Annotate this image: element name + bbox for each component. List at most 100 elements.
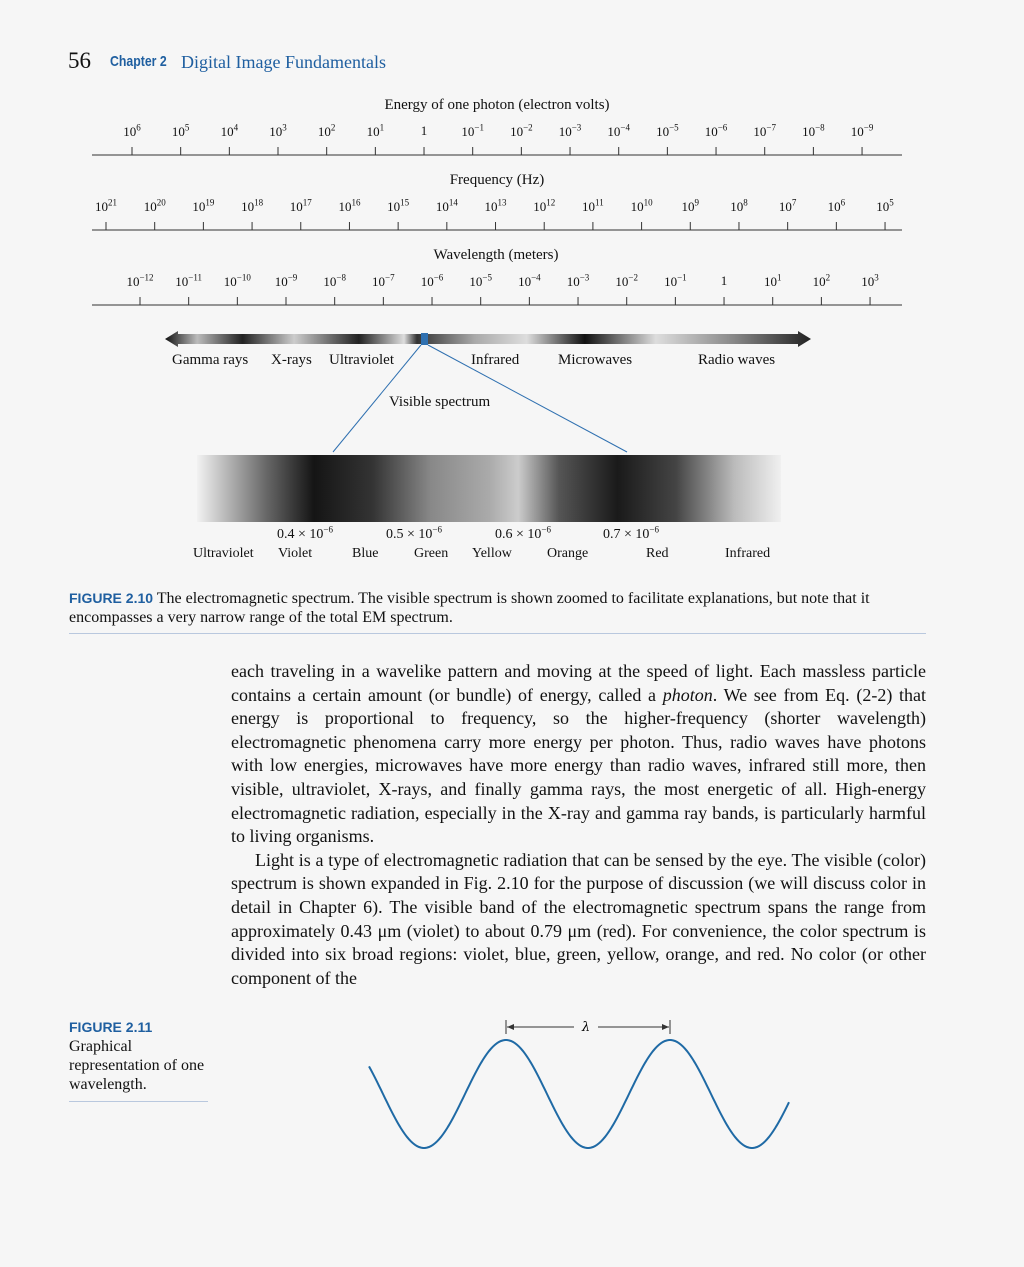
visible-wavelength-label: 0.4 × 10−6 <box>277 524 333 542</box>
figure-2-10-caption: FIGURE 2.10 The electromagnetic spectrum… <box>69 589 929 627</box>
body-text: each traveling in a wavelike pattern and… <box>231 660 926 990</box>
frequency-tick-label: 1019 <box>192 198 215 215</box>
energy-tick-label: 106 <box>123 123 141 140</box>
wavelength-title: Wavelength (meters) <box>433 247 559 263</box>
vis-violet: Violet <box>278 546 313 561</box>
spectrum-graphic <box>92 147 902 522</box>
vis-orange: Orange <box>547 546 589 561</box>
energy-tick-label: 10−4 <box>607 123 630 140</box>
frequency-tick-label: 1015 <box>387 198 410 215</box>
caption-rule <box>69 633 926 634</box>
energy-tick-label: 10−3 <box>558 123 582 140</box>
wavelength-tick-label: 10−12 <box>126 273 154 290</box>
paragraph-1: each traveling in a wavelike pattern and… <box>231 660 926 849</box>
vis-infrared: Infrared <box>725 546 771 561</box>
frequency-tick-label: 1020 <box>143 198 166 215</box>
vis-yellow: Yellow <box>472 546 512 561</box>
energy-tick-label: 10−5 <box>656 123 679 140</box>
figure-2-11-label: FIGURE 2.11 <box>69 1019 153 1035</box>
page-number: 56 <box>68 48 91 73</box>
figure-2-10-label: FIGURE 2.10 <box>69 590 154 606</box>
arrowhead-right <box>662 1024 669 1030</box>
sine-wave <box>368 1039 790 1149</box>
visible-spectrum-label: Visible spectrum <box>389 394 491 410</box>
energy-tick-label: 10−9 <box>850 123 874 140</box>
wavelength-tick-label: 10−1 <box>664 273 687 290</box>
energy-tick-label: 105 <box>171 123 190 140</box>
chapter-label: Chapter 2 <box>110 53 167 70</box>
zoom-line-left <box>332 344 422 453</box>
wavelength-tick-label: 103 <box>861 273 879 290</box>
figure-2-11-caption: FIGURE 2.11 Graphical representation of … <box>69 1018 209 1094</box>
energy-tick-label: 10−1 <box>461 123 484 140</box>
frequency-tick-label: 1010 <box>630 198 653 215</box>
band-ultraviolet: Ultraviolet <box>329 352 394 368</box>
energy-tick-label: 10−2 <box>510 123 533 140</box>
wavelength-tick-label: 10−8 <box>323 273 346 290</box>
figure-2-11-caption-text: Graphical representation of one waveleng… <box>69 1038 205 1093</box>
energy-tick-label: 10−8 <box>802 123 825 140</box>
frequency-tick-label: 109 <box>681 198 700 215</box>
frequency-tick-label: 105 <box>876 198 894 215</box>
frequency-tick-label: 108 <box>730 198 748 215</box>
chapter-title: Digital Image Fundamentals <box>181 52 386 72</box>
energy-tick-label: 104 <box>220 123 239 140</box>
p1-text-b: . We see from Eq. (2-2) that energy is p… <box>231 684 926 847</box>
energy-tick-label: 10−7 <box>753 123 776 140</box>
visible-wavelength-label: 0.5 × 10−6 <box>386 524 442 542</box>
p1-emphasis: photon <box>662 684 713 705</box>
figure-2-10-caption-text: The electromagnetic spectrum. The visibl… <box>69 590 870 626</box>
frequency-tick-label: 1012 <box>533 198 556 215</box>
frequency-tick-label: 1016 <box>338 198 361 215</box>
frequency-title: Frequency (Hz) <box>449 172 545 188</box>
paragraph-2: Light is a type of electromagnetic radia… <box>231 849 926 988</box>
vis-red: Red <box>646 546 669 561</box>
spectrum-arrow <box>165 331 811 347</box>
vis-ultraviolet: Ultraviolet <box>193 546 254 561</box>
wavelength-tick-label: 10−6 <box>420 273 444 290</box>
frequency-tick-label: 107 <box>778 198 797 215</box>
wavelength-tick-label: 10−7 <box>372 273 395 290</box>
visible-wavelength-label: 0.6 × 10−6 <box>495 524 551 542</box>
frequency-tick-label: 1014 <box>435 198 458 215</box>
lambda-label: λ <box>581 1020 590 1035</box>
frequency-tick-label: 1013 <box>484 198 507 215</box>
frequency-tick-label: 1018 <box>241 198 264 215</box>
visible-spectrum-bar <box>197 455 781 522</box>
wavelength-tick-label: 10−4 <box>518 273 541 290</box>
wavelength-tick-label: 10−3 <box>566 273 590 290</box>
wavelength-tick-label: 10−2 <box>615 273 638 290</box>
frequency-tick-label: 1017 <box>289 198 312 215</box>
band-gamma: Gamma rays <box>172 352 249 368</box>
energy-tick-label: 101 <box>366 123 385 140</box>
vis-blue: Blue <box>352 546 379 561</box>
wavelength-tick-label: 102 <box>812 273 831 290</box>
band-infrared: Infrared <box>471 352 520 368</box>
zoom-line-right <box>427 344 628 453</box>
figure-2-10: Energy of one photon (electron volts) 10… <box>92 97 902 561</box>
band-microwaves: Microwaves <box>558 352 633 368</box>
frequency-tick-label: 1021 <box>95 198 117 215</box>
wavelength-tick-label: 1 <box>720 273 728 288</box>
wavelength-tick-label: 10−10 <box>223 273 251 290</box>
energy-title: Energy of one photon (electron volts) <box>384 97 610 113</box>
frequency-tick-label: 1011 <box>582 198 604 215</box>
frequency-tick-label: 106 <box>827 198 846 215</box>
energy-tick-label: 102 <box>317 123 336 140</box>
band-xrays: X-rays <box>271 352 312 368</box>
wavelength-tick-label: 10−11 <box>175 273 203 290</box>
visible-wavelength-label: 0.7 × 10−6 <box>603 524 659 542</box>
band-radio: Radio waves <box>698 352 776 368</box>
energy-tick-label: 103 <box>269 123 287 140</box>
energy-tick-label: 10−6 <box>704 123 728 140</box>
vis-green: Green <box>414 546 449 561</box>
side-rule <box>69 1101 208 1102</box>
wavelength-tick-label: 10−9 <box>274 273 298 290</box>
energy-tick-label: 1 <box>420 123 428 138</box>
wavelength-tick-label: 10−5 <box>469 273 492 290</box>
visible-band-marker <box>421 333 428 345</box>
p1-text-a: each traveling in a wavelike pattern and… <box>231 661 926 705</box>
wavelength-tick-label: 101 <box>763 273 782 290</box>
arrowhead-left <box>507 1024 514 1030</box>
